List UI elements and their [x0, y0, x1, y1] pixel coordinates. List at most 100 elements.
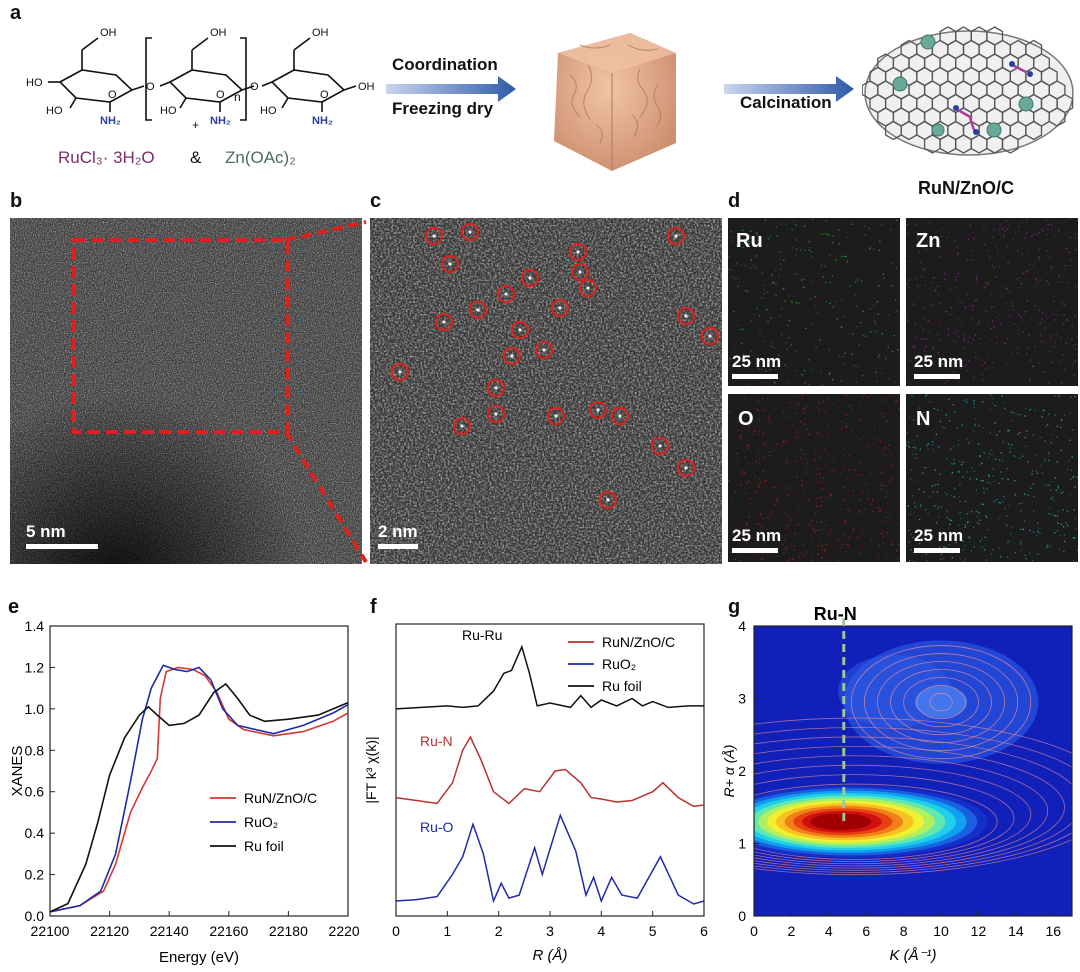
eds-count-dot [1058, 361, 1060, 363]
eds-count-dot [823, 559, 825, 562]
eds-count-dot [1048, 484, 1050, 486]
eds-count-dot [808, 249, 811, 251]
eds-count-dot [737, 537, 739, 539]
eds-count-dot [1000, 323, 1002, 325]
eds-count-dot [875, 330, 877, 332]
eds-count-dot [999, 333, 1002, 335]
eds-count-dot [816, 529, 819, 531]
eds-count-dot [845, 519, 847, 521]
eds-count-dot [923, 269, 925, 271]
eds-count-dot [1035, 454, 1037, 457]
eds-count-dot [882, 536, 884, 538]
eds-count-dot [824, 549, 826, 552]
eds-count-dot [951, 557, 953, 559]
eds-count-dot [756, 535, 759, 537]
eds-count-dot [893, 335, 895, 337]
eds-count-dot [822, 401, 825, 403]
eds-count-dot [889, 228, 892, 231]
eds-count-dot [881, 530, 884, 532]
eds-count-dot [906, 432, 908, 434]
eds-count-dot [775, 294, 777, 296]
eds-count-dot [1012, 238, 1014, 240]
eds-count-dot [999, 223, 1001, 225]
eds-count-dot [804, 250, 806, 252]
eds-count-dot [829, 254, 831, 256]
reagent-amp: & [190, 148, 202, 167]
eds-count-dot [890, 543, 892, 545]
eds-count-dot [885, 454, 887, 457]
eds-count-dot [1003, 342, 1005, 344]
eds-count-dot [1066, 221, 1068, 223]
eds-map-ru [728, 218, 900, 386]
eds-count-dot [1044, 460, 1046, 462]
eds-count-dot [925, 467, 927, 469]
eds-count-dot [880, 224, 883, 226]
eds-count-dot [961, 424, 963, 426]
eds-count-dot [983, 492, 985, 494]
eds-count-dot [1001, 228, 1003, 230]
eds-count-dot [937, 320, 939, 322]
eds-count-dot [967, 259, 969, 261]
eds-count-dot [772, 281, 775, 284]
eds-count-dot [815, 346, 817, 348]
wt-xtick-label: 6 [862, 923, 870, 939]
eds-count-dot [966, 401, 968, 403]
eds-count-dot [814, 531, 816, 533]
eds-count-dot [861, 490, 863, 492]
eds-count-dot [984, 286, 986, 288]
eds-count-dot [944, 427, 946, 429]
eds-count-dot [931, 444, 934, 446]
eds-count-dot [856, 325, 858, 328]
eds-count-dot [847, 544, 849, 546]
eds-count-dot [1001, 460, 1004, 462]
wt-heatmap-layer [754, 626, 1072, 916]
eds-scale-o: 25 nm [732, 526, 782, 545]
eds-count-dot [858, 344, 860, 346]
eds-count-dot [825, 301, 828, 303]
eds-count-dot [1017, 260, 1019, 262]
eds-count-dot [1016, 378, 1018, 381]
eds-count-dot [837, 504, 839, 506]
eds-count-dot [825, 496, 827, 498]
eds-count-dot [1064, 540, 1066, 543]
eds-count-dot [1073, 374, 1075, 376]
eds-count-dot [1005, 523, 1007, 525]
eds-count-dot [843, 522, 846, 524]
single-atom-marker [521, 269, 539, 287]
graphene-sheet-model [862, 26, 1074, 156]
eds-count-dot [861, 533, 863, 535]
eds-count-dot [757, 400, 760, 402]
eds-count-dot [785, 442, 788, 444]
eds-count-dot [1006, 337, 1009, 340]
eds-count-dot [992, 325, 995, 327]
eds-count-dot [986, 378, 988, 380]
eds-count-dot [976, 281, 978, 283]
eds-count-dot [885, 358, 887, 360]
eds-count-dot [881, 471, 883, 474]
eds-count-dot [1020, 541, 1022, 543]
ft-exafs-chart: 0 1 2 3 4 5 6R (Å)|FT k³ χ(k)|RuN/ZnO/CRuO₂Ru … [363, 623, 708, 964]
eds-count-dot [906, 223, 908, 226]
eds-count-dot [1004, 219, 1007, 222]
eds-count-dot [1054, 414, 1056, 416]
eds-count-dot [1053, 300, 1055, 302]
eds-count-dot [862, 474, 864, 476]
eds-count-dot [920, 338, 922, 340]
eds-count-dot [992, 468, 994, 470]
eds-count-dot [864, 234, 866, 236]
eds-count-dot [1049, 336, 1052, 338]
xanes-ytick-label: 1.2 [25, 659, 45, 675]
eds-count-dot [962, 476, 964, 478]
eds-count-dot [946, 516, 948, 519]
eds-count-dot [780, 333, 783, 336]
eds-count-dot [899, 525, 900, 527]
eds-count-dot [1071, 325, 1073, 327]
eds-count-dot [1020, 510, 1022, 512]
eds-count-dot [930, 281, 932, 283]
eds-count-dot [761, 553, 763, 555]
single-atom-dot [398, 370, 402, 374]
eds-count-dot [783, 440, 785, 442]
eds-count-dot [950, 519, 953, 522]
eds-count-dot [963, 340, 966, 342]
eds-count-dot [923, 350, 926, 352]
